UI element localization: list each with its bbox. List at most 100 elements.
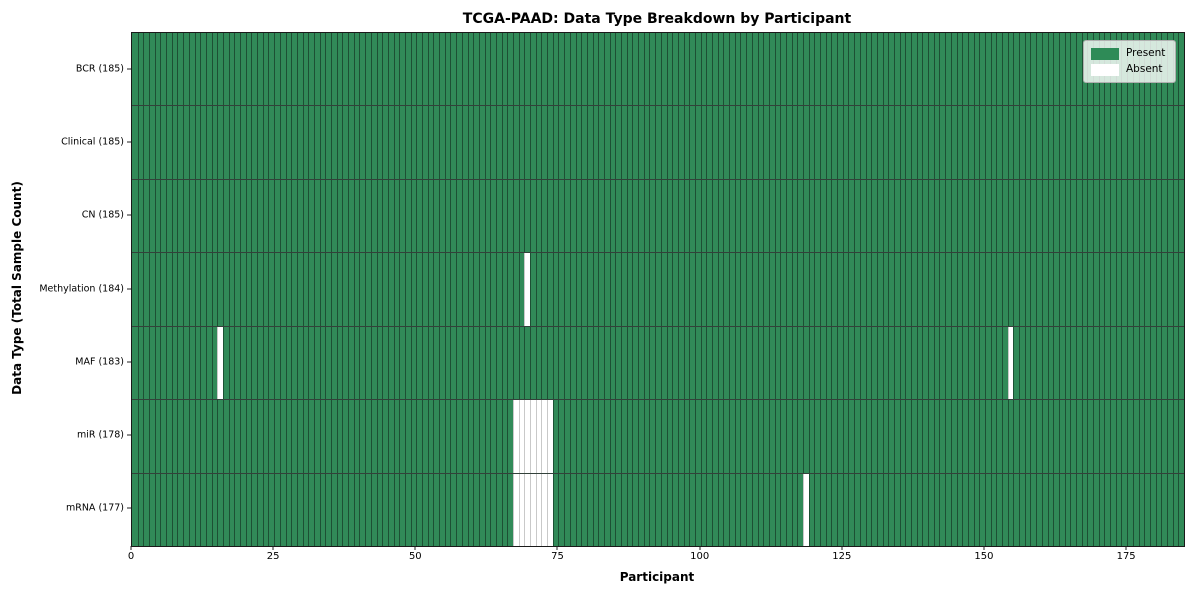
present-cell: [410, 326, 417, 400]
present-cell: [791, 326, 798, 400]
present-cell: [1036, 253, 1042, 326]
present-cell: [547, 253, 553, 326]
present-cell: [319, 473, 326, 546]
present-cell: [632, 33, 639, 106]
present-cell: [262, 400, 269, 473]
present-cell: [205, 326, 212, 400]
present-cell: [916, 179, 923, 253]
present-cell: [1002, 253, 1008, 326]
present-cell: [353, 326, 360, 400]
present-cell: [973, 473, 980, 546]
present-cell: [854, 253, 860, 326]
present-cell: [325, 326, 332, 400]
present-cell: [1115, 253, 1122, 326]
present-cell: [478, 106, 485, 179]
present-cell: [785, 326, 792, 400]
present-cell: [473, 179, 479, 253]
present-cell: [729, 473, 735, 546]
present-cell: [507, 33, 513, 106]
present-cell: [632, 106, 639, 179]
present-cell: [325, 179, 332, 253]
present-cell: [922, 33, 929, 106]
present-cell: [706, 326, 713, 400]
present-cell: [569, 326, 576, 400]
present-cell: [694, 179, 701, 253]
present-cell: [973, 106, 980, 179]
present-cell: [1172, 106, 1179, 179]
present-cell: [626, 106, 633, 179]
present-cell: [535, 253, 542, 326]
present-cell: [416, 473, 422, 546]
present-cell: [257, 326, 263, 400]
present-cell: [1138, 473, 1145, 546]
present-cell: [308, 179, 314, 253]
present-cell: [507, 106, 513, 179]
present-cell: [200, 33, 206, 106]
present-cell: [689, 400, 695, 473]
present-cell: [495, 253, 502, 326]
present-cell: [1144, 326, 1150, 400]
present-cell: [308, 473, 314, 546]
present-cell: [416, 106, 422, 179]
present-cell: [928, 106, 934, 179]
present-cell: [359, 253, 366, 326]
present-cell: [1132, 326, 1139, 400]
present-cell: [422, 400, 428, 473]
present-cell: [1155, 473, 1162, 546]
present-cell: [700, 33, 707, 106]
present-cell: [1030, 400, 1037, 473]
present-cell: [1104, 179, 1111, 253]
present-cell: [308, 33, 314, 106]
present-cell: [626, 253, 633, 326]
present-cell: [319, 326, 326, 400]
present-cell: [177, 400, 184, 473]
heatmap-row-mRNA: [132, 473, 1184, 546]
present-cell: [177, 33, 184, 106]
present-cell: [274, 106, 280, 179]
present-cell: [751, 253, 758, 326]
present-cell: [1098, 179, 1105, 253]
absent-cell: [530, 400, 536, 473]
present-cell: [592, 253, 599, 326]
present-cell: [1081, 179, 1088, 253]
present-cell: [188, 179, 195, 253]
present-cell: [677, 400, 684, 473]
present-cell: [387, 400, 394, 473]
present-cell: [592, 179, 599, 253]
present-cell: [808, 33, 815, 106]
present-cell: [160, 106, 167, 179]
present-cell: [797, 253, 803, 326]
chart-title: TCGA-PAAD: Data Type Breakdown by Partic…: [462, 11, 852, 27]
present-cell: [183, 106, 189, 179]
present-cell: [984, 473, 991, 546]
y-tick-mark: [127, 288, 131, 289]
present-cell: [132, 179, 138, 253]
present-cell: [518, 33, 525, 106]
present-cell: [1064, 326, 1071, 400]
present-cell: [1149, 326, 1156, 400]
present-cell: [746, 400, 752, 473]
present-cell: [939, 179, 946, 253]
present-cell: [774, 33, 781, 106]
present-cell: [507, 253, 513, 326]
present-cell: [171, 179, 178, 253]
present-cell: [979, 106, 985, 179]
present-cell: [984, 106, 991, 179]
present-cell: [763, 179, 769, 253]
present-cell: [1075, 106, 1082, 179]
present-cell: [734, 400, 741, 473]
present-cell: [740, 473, 747, 546]
present-cell: [1093, 179, 1099, 253]
present-cell: [507, 326, 513, 400]
present-cell: [313, 253, 320, 326]
present-cell: [712, 473, 718, 546]
present-cell: [876, 106, 883, 179]
present-cell: [916, 400, 923, 473]
present-cell: [643, 179, 650, 253]
x-tick-mark: [699, 546, 701, 550]
present-cell: [677, 33, 684, 106]
present-cell: [154, 106, 161, 179]
present-cell: [979, 400, 985, 473]
present-cell: [154, 33, 161, 106]
present-cell: [734, 253, 741, 326]
